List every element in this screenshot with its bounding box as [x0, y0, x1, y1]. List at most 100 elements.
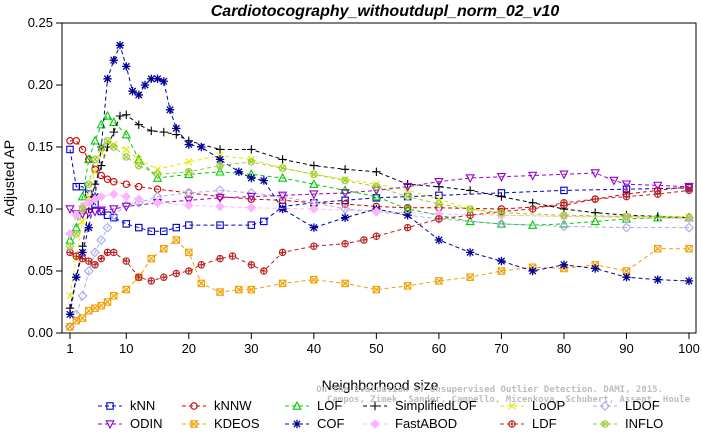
- data-point: [247, 145, 256, 154]
- data-point: [85, 257, 93, 265]
- data-point: [102, 110, 113, 120]
- legend-entry: SimplifiedLOF: [363, 398, 477, 413]
- data-point: [83, 198, 94, 208]
- data-point: [228, 252, 237, 260]
- data-point: [600, 401, 610, 411]
- data-point: [135, 161, 143, 170]
- data-point: [340, 213, 350, 222]
- data-point: [109, 117, 119, 126]
- data-point: [184, 196, 194, 206]
- data-point: [591, 264, 600, 273]
- data-point: [147, 254, 156, 263]
- legend: kNN kNNW LOF SimplifiedLOF LoOP LDOF ODIN KDEOS…: [98, 398, 663, 431]
- data-point: [190, 402, 198, 410]
- legend-entry: LoOP: [500, 398, 565, 413]
- data-point: [215, 201, 225, 212]
- series-layer: [65, 41, 694, 332]
- y-tick-label: 0.00: [28, 325, 53, 340]
- data-point: [72, 137, 81, 145]
- x-tick-100: 100: [678, 333, 700, 356]
- data-point: [309, 179, 319, 188]
- series-odin: [65, 169, 694, 220]
- data-point: [559, 170, 569, 180]
- data-point: [110, 143, 118, 151]
- data-point: [466, 273, 474, 281]
- data-point: [84, 208, 94, 218]
- data-point: [403, 211, 412, 220]
- data-point: [134, 194, 144, 204]
- data-point: [172, 236, 181, 244]
- data-point: [110, 213, 118, 222]
- legend-entry: LDF: [500, 416, 557, 431]
- data-point: [292, 400, 302, 410]
- data-point: [247, 261, 256, 269]
- data-point: [278, 155, 287, 164]
- data-point: [109, 56, 118, 65]
- data-point: [78, 182, 87, 191]
- data-point: [184, 200, 194, 211]
- series-line: [69, 189, 689, 328]
- legend-label: LOF: [317, 398, 342, 413]
- data-point: [121, 129, 131, 139]
- data-point: [496, 173, 507, 182]
- data-point: [147, 227, 156, 236]
- series-cof: [65, 41, 694, 319]
- data-point: [84, 223, 93, 232]
- data-point: [103, 298, 112, 306]
- legend-label: KDEOS: [214, 416, 260, 431]
- y-tick-label: 0.20: [28, 77, 53, 92]
- data-point: [77, 191, 88, 201]
- data-point: [528, 266, 537, 276]
- data-point: [135, 182, 143, 191]
- data-point: [360, 236, 368, 244]
- data-point: [122, 145, 130, 154]
- x-tick-90: 90: [619, 333, 634, 356]
- data-point: [216, 254, 224, 263]
- legend-entry: INFLO: [593, 416, 663, 431]
- data-point: [371, 206, 382, 217]
- data-point: [309, 190, 319, 200]
- data-point: [372, 167, 381, 176]
- data-point: [77, 290, 88, 301]
- data-point: [147, 126, 156, 136]
- data-point: [185, 248, 193, 257]
- data-point: [97, 161, 106, 170]
- series-line: [69, 43, 690, 315]
- data-point: [435, 200, 443, 208]
- data-point: [247, 155, 255, 163]
- data-point: [110, 292, 118, 300]
- data-point: [172, 124, 181, 133]
- data-point: [528, 205, 537, 213]
- x-tick-50: 50: [369, 333, 384, 356]
- data-point: [153, 74, 162, 83]
- data-point: [109, 127, 118, 137]
- data-point: [310, 275, 318, 284]
- data-point: [341, 176, 349, 185]
- data-point: [97, 254, 106, 263]
- data-point: [185, 267, 193, 275]
- data-point: [466, 205, 474, 213]
- data-point: [685, 213, 693, 222]
- data-point: [372, 232, 381, 241]
- data-point: [497, 192, 506, 201]
- data-point: [372, 182, 381, 191]
- data-point: [465, 186, 475, 195]
- data-point: [160, 273, 168, 281]
- data-point: [278, 204, 287, 214]
- data-point: [133, 197, 144, 208]
- data-point: [78, 254, 87, 263]
- data-point: [185, 158, 193, 166]
- data-point: [122, 180, 131, 188]
- data-point: [72, 252, 81, 260]
- data-point: [66, 242, 74, 250]
- data-point: [96, 206, 106, 216]
- data-point: [653, 244, 662, 253]
- x-tick-label: 60: [432, 341, 446, 356]
- data-point: [72, 230, 81, 238]
- y-tick-label: 0.10: [28, 201, 53, 216]
- data-point: [370, 419, 380, 429]
- data-point: [341, 279, 349, 288]
- data-point: [66, 145, 74, 154]
- y-tick-3: 0.15: [28, 139, 62, 154]
